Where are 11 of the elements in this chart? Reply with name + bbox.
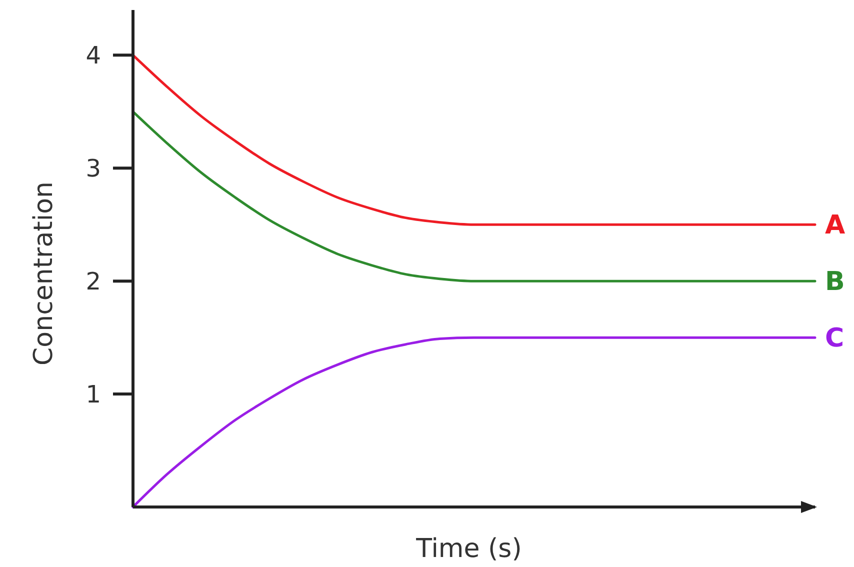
series-label: A [825,210,846,241]
y-tick-label: 2 [86,267,101,296]
y-tick-label: 4 [86,42,101,70]
y-tick-label: 3 [86,154,101,183]
series-label: B [825,267,845,298]
y-axis-title: Concentration [29,182,59,366]
line-series [132,110,816,282]
y-tick-label: 1 [86,380,101,408]
series-label: C [825,324,844,354]
line-series [132,54,816,226]
x-axis-title: Time (s) [415,534,522,564]
